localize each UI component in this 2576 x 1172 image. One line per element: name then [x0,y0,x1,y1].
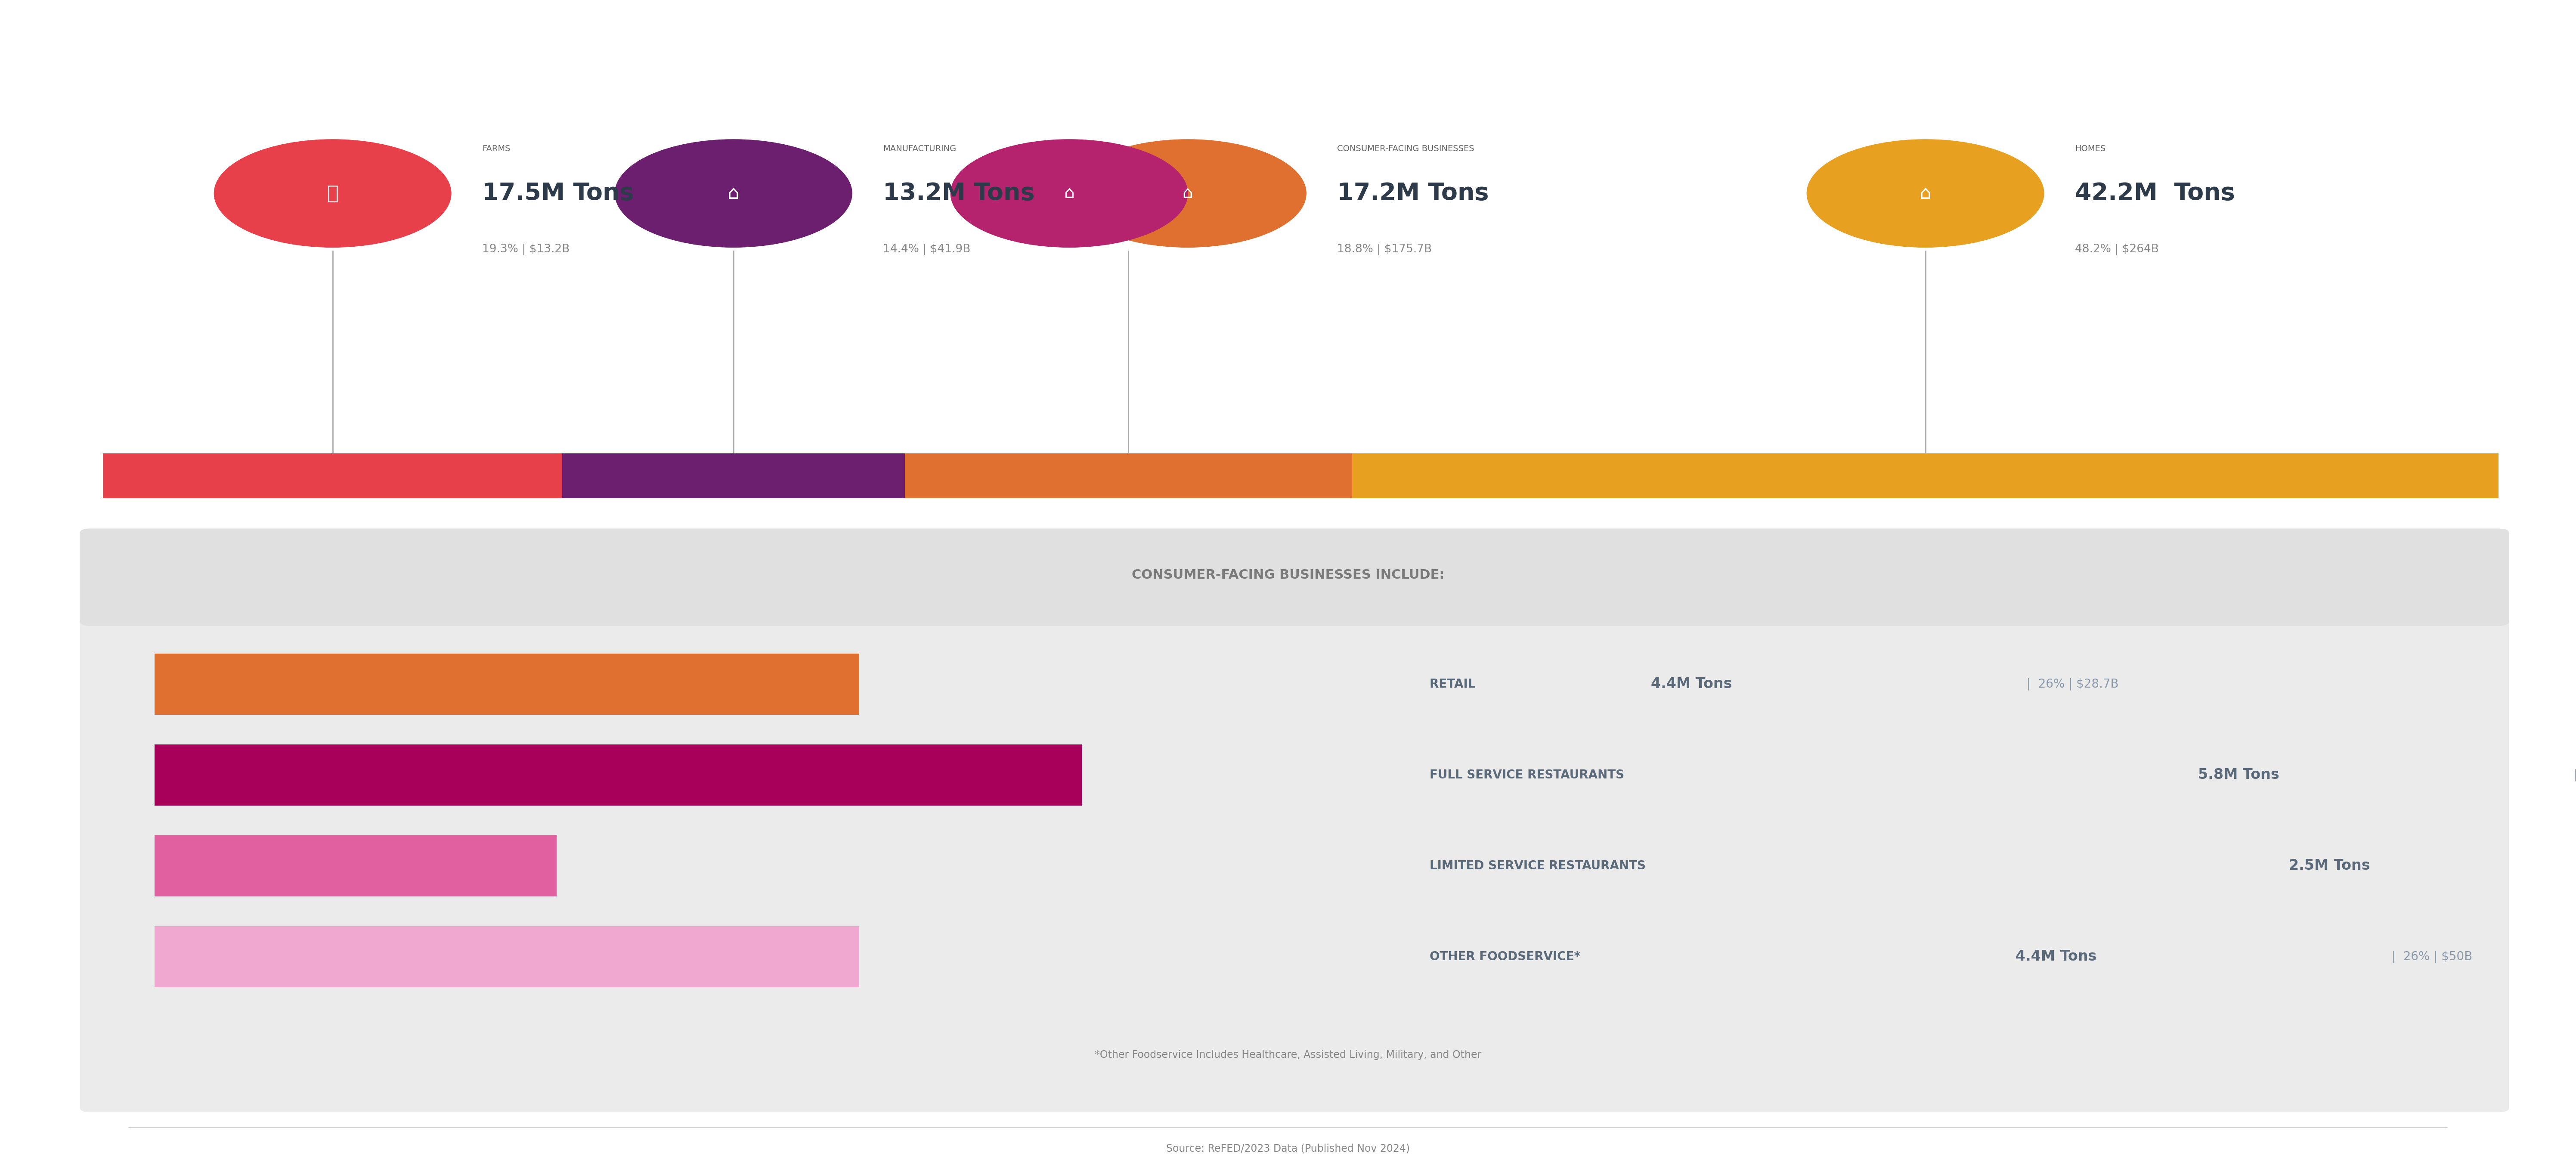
Text: OTHER FOODSERVICE*: OTHER FOODSERVICE* [1430,950,1589,962]
Text: 4.4M Tons: 4.4M Tons [1651,677,1731,691]
Text: |  34% | $70.4B: | 34% | $70.4B [2566,769,2576,781]
Text: 48.2% | $264B: 48.2% | $264B [2074,244,2159,255]
Bar [155,744,1082,805]
Circle shape [951,139,1188,247]
Text: CONSUMER-FACING BUSINESSES: CONSUMER-FACING BUSINESSES [1337,145,1473,152]
Text: 5.8M Tons: 5.8M Tons [2197,768,2280,782]
Text: 2.5M Tons: 2.5M Tons [2290,859,2370,873]
Text: CONSUMER-FACING BUSINESSES INCLUDE:: CONSUMER-FACING BUSINESSES INCLUDE: [1131,568,1445,581]
Circle shape [1069,139,1306,247]
Text: MANUFACTURING: MANUFACTURING [884,145,956,152]
Text: FARMS: FARMS [482,145,510,152]
FancyBboxPatch shape [80,529,2509,1112]
Text: |  26% | $50B: | 26% | $50B [2383,950,2473,962]
Text: 14.4% | $41.9B: 14.4% | $41.9B [884,244,971,255]
Text: ⛺: ⛺ [327,184,337,203]
Bar [103,454,562,498]
Text: 4.4M Tons: 4.4M Tons [2014,949,2097,963]
Text: 13.2M Tons: 13.2M Tons [884,182,1036,205]
Text: ⌂: ⌂ [1064,185,1074,202]
FancyBboxPatch shape [80,529,2509,626]
Bar [155,926,860,987]
Text: |  26% | $28.7B: | 26% | $28.7B [2020,679,2120,690]
Bar [562,454,904,498]
Text: ⌂: ⌂ [726,184,739,203]
Text: 18.8% | $175.7B: 18.8% | $175.7B [1337,244,1432,255]
Bar [904,454,1352,498]
Text: Source: ReFED/2023 Data (Published Nov 2024): Source: ReFED/2023 Data (Published Nov 2… [1167,1144,1409,1153]
Bar [155,836,556,897]
Circle shape [1806,139,2043,247]
Bar [1352,454,2499,498]
Text: 19.3% | $13.2B: 19.3% | $13.2B [482,244,569,255]
Text: 17.5M Tons: 17.5M Tons [482,182,634,205]
Text: 17.2M Tons: 17.2M Tons [1337,182,1489,205]
Text: HOMES: HOMES [2074,145,2105,152]
Bar [155,654,860,715]
Text: 42.2M  Tons: 42.2M Tons [2074,182,2236,205]
Text: ⌂: ⌂ [1182,185,1193,202]
Text: ⌂: ⌂ [1919,184,1932,203]
Text: LIMITED SERVICE RESTAURANTS: LIMITED SERVICE RESTAURANTS [1430,860,1654,872]
Text: *Other Foodservice Includes Healthcare, Assisted Living, Military, and Other: *Other Foodservice Includes Healthcare, … [1095,1050,1481,1059]
Text: RETAIL: RETAIL [1430,679,1484,690]
Circle shape [616,139,853,247]
Text: FULL SERVICE RESTAURANTS: FULL SERVICE RESTAURANTS [1430,769,1633,781]
Circle shape [214,139,451,247]
